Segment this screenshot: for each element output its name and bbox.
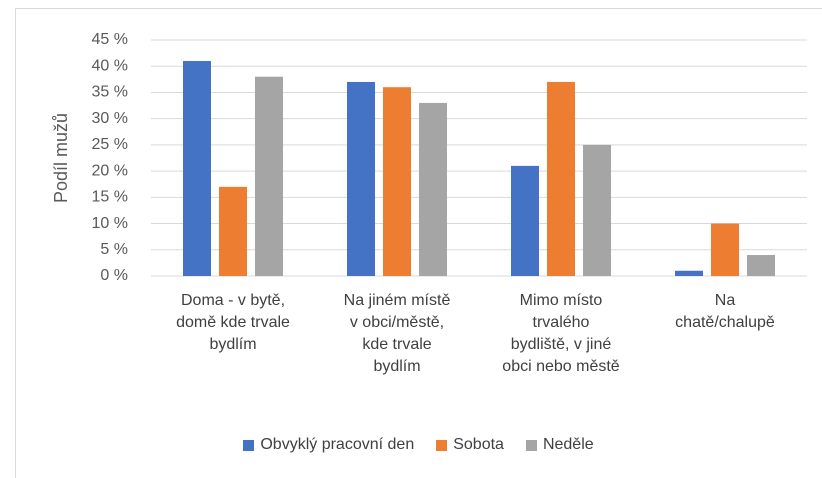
y-tick-label: 20 % <box>92 162 128 179</box>
y-tick-label: 5 % <box>100 241 128 258</box>
legend: Obvyklý pracovní den Sobota Neděle <box>15 436 822 454</box>
legend-item: Obvyklý pracovní den <box>243 436 414 454</box>
y-axis-label: Podíl mužů <box>51 113 71 203</box>
bar <box>511 165 539 276</box>
bar <box>583 144 611 276</box>
bar <box>219 186 247 276</box>
bar <box>183 60 211 276</box>
legend-item: Sobota <box>436 436 504 454</box>
legend-swatch <box>525 439 537 451</box>
bar <box>347 81 375 276</box>
x-tick-label: Na chatě/chalupě <box>675 292 775 331</box>
legend-item: Neděle <box>525 436 594 454</box>
x-tick-label: Doma - v bytě, domě kde trvale bydlím <box>176 292 290 353</box>
x-tick-label: Na jiném místě v obci/městě, kde trvale … <box>343 292 451 375</box>
bar <box>547 81 575 276</box>
bar <box>675 270 703 276</box>
y-tick-label: 40 % <box>92 57 128 74</box>
legend-label: Neděle <box>542 436 594 453</box>
bar <box>747 255 775 276</box>
y-tick-label: 15 % <box>92 189 128 206</box>
y-tick-label: 45 % <box>92 31 128 48</box>
y-tick-label: 10 % <box>92 215 128 232</box>
y-tick-label: 35 % <box>92 84 128 101</box>
legend-swatch <box>243 439 255 451</box>
legend-label: Obvyklý pracovní den <box>260 436 415 453</box>
bar <box>711 223 739 276</box>
y-tick-label: 30 % <box>92 110 128 127</box>
legend-label: Sobota <box>453 436 504 453</box>
chart-border <box>15 8 822 478</box>
bar <box>255 76 283 276</box>
legend-swatch <box>436 439 448 451</box>
bar <box>383 87 411 276</box>
bar <box>419 102 447 276</box>
x-tick-label: Mimo místo trvalého bydliště, v jiné obc… <box>502 292 620 375</box>
y-tick-label: 25 % <box>92 136 128 153</box>
y-tick-label: 0 % <box>100 267 128 284</box>
